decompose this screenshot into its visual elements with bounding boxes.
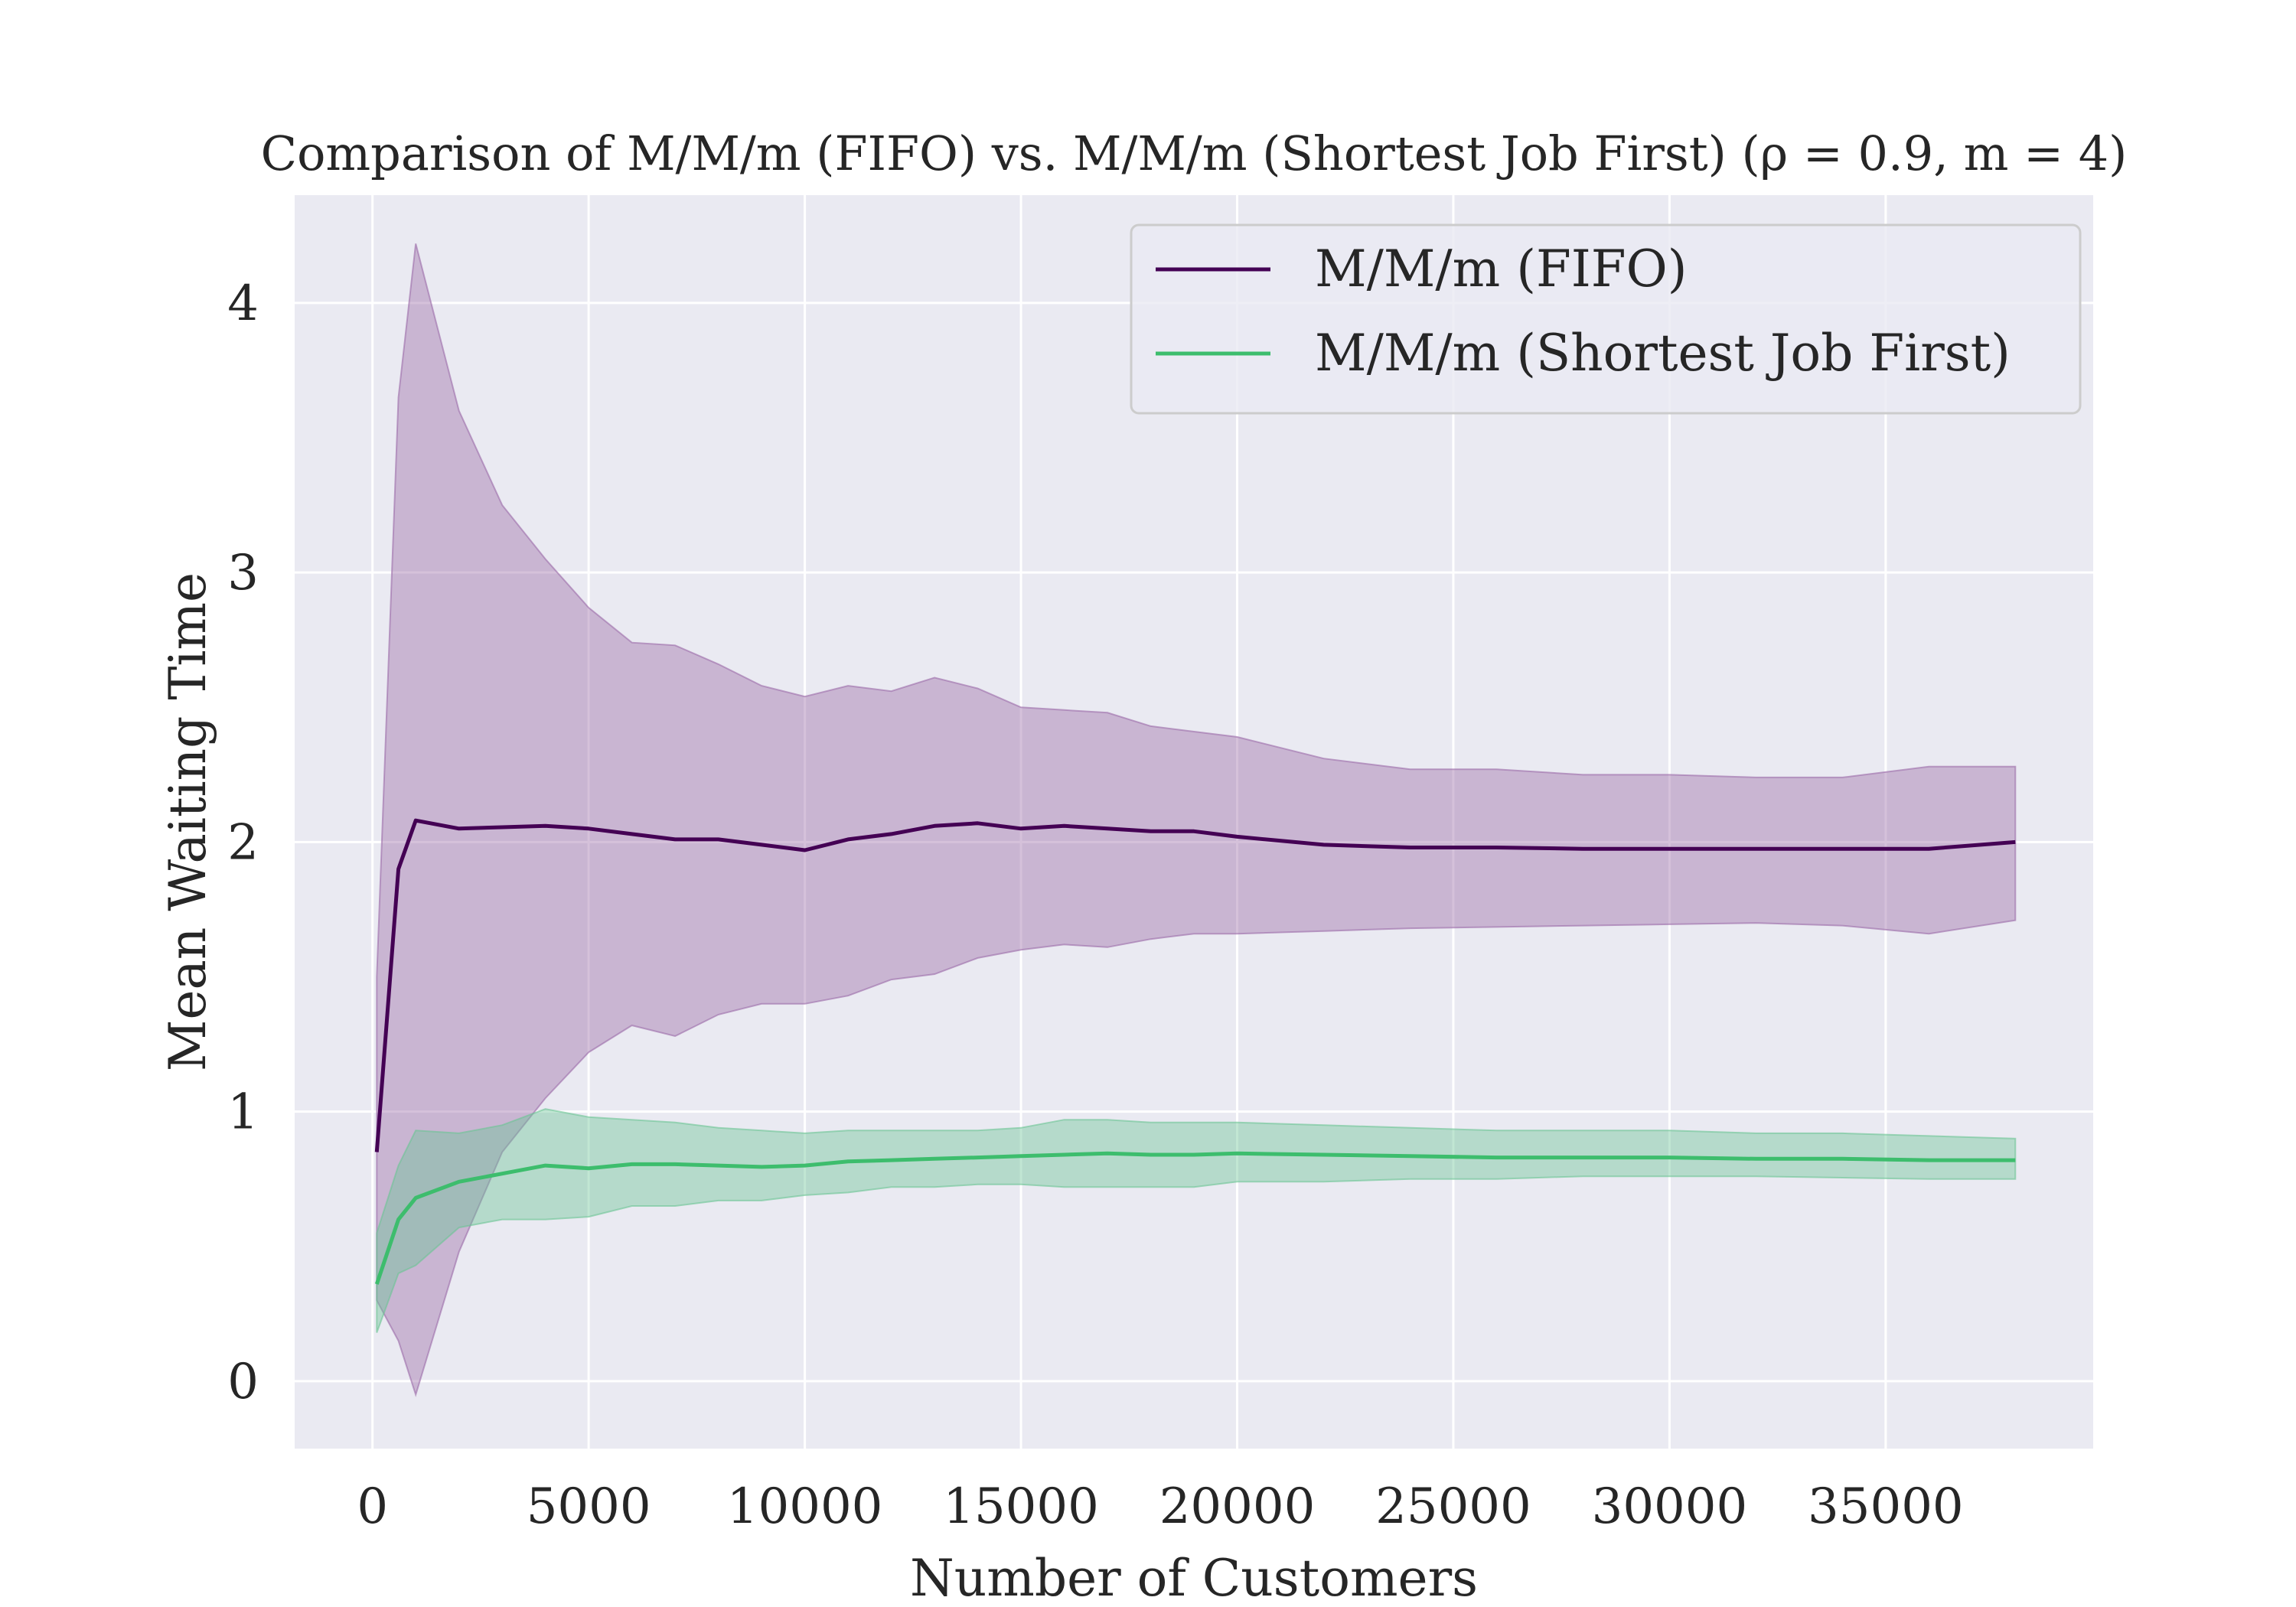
y-tick-label: 1 <box>227 1084 259 1141</box>
legend: M/M/m (FIFO) M/M/m (Shortest Job First) <box>1130 223 2082 415</box>
x-tick-label: 10000 <box>727 1478 883 1535</box>
x-tick-labels: 0 5000 10000 15000 20000 25000 30000 35000 <box>357 1478 1963 1535</box>
series-lines <box>374 818 2016 1285</box>
legend-label-fifo: M/M/m (FIFO) <box>1315 240 1687 298</box>
y-axis-label: Mean Waiting Time <box>158 572 217 1071</box>
confidence-band-0 <box>376 243 2017 1397</box>
legend-box <box>1130 223 2082 415</box>
series-line-0 <box>374 818 2016 1152</box>
x-tick-label: 25000 <box>1375 1478 1531 1535</box>
y-tick-label: 3 <box>227 545 259 601</box>
y-tick-label: 0 <box>227 1354 259 1410</box>
y-tick-label: 4 <box>227 275 259 332</box>
x-tick-label: 20000 <box>1159 1478 1316 1535</box>
y-tick-labels: 0 1 2 3 4 <box>227 275 259 1410</box>
x-tick-label: 5000 <box>527 1478 651 1535</box>
x-tick-label: 0 <box>357 1478 388 1535</box>
y-tick-label: 2 <box>227 814 259 871</box>
chart-title: Comparison of M/M/m (FIFO) vs. M/M/m (Sh… <box>261 125 2128 181</box>
x-tick-label: 15000 <box>943 1478 1099 1535</box>
x-axis-label: Number of Customers <box>910 1549 1478 1607</box>
legend-label-sjf: M/M/m (Shortest Job First) <box>1315 324 2011 383</box>
x-tick-label: 30000 <box>1592 1478 1748 1535</box>
series-line-1 <box>374 1151 2016 1285</box>
x-tick-label: 35000 <box>1808 1478 1964 1535</box>
